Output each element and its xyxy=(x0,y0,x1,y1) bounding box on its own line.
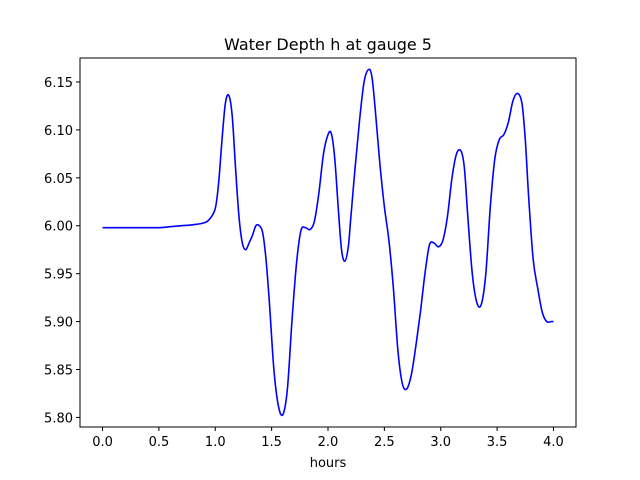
x-tick-label: 1.0 xyxy=(205,435,226,450)
x-tick-label: 2.5 xyxy=(374,435,395,450)
x-tick-label: 2.0 xyxy=(318,435,339,450)
x-tick-label: 3.5 xyxy=(487,435,508,450)
series-line xyxy=(102,68,554,417)
y-tick-label: 6.15 xyxy=(44,76,73,91)
chart-title: Water Depth h at gauge 5 xyxy=(224,35,432,54)
x-tick-label: 0.5 xyxy=(149,435,170,450)
y-tick-label: 5.95 xyxy=(44,268,73,283)
y-tick-label: 5.90 xyxy=(44,316,73,331)
y-tick-label: 5.85 xyxy=(44,363,73,378)
x-tick-label: 1.5 xyxy=(261,435,282,450)
y-axis-ticks: 5.80 5.85 5.90 5.95 6.00 6.05 6.10 6.15 xyxy=(44,76,80,426)
y-tick-label: 6.05 xyxy=(44,172,73,187)
plot-frame xyxy=(79,57,577,428)
x-tick-label: 4.0 xyxy=(543,435,564,450)
x-axis-label: hours xyxy=(310,456,347,471)
y-tick-label: 6.00 xyxy=(44,220,73,235)
x-axis-ticks: 0.0 0.5 1.0 1.5 2.0 2.5 3.0 3.5 4.0 xyxy=(92,427,564,450)
x-tick-label: 0.0 xyxy=(92,435,113,450)
y-tick-label: 6.10 xyxy=(44,124,73,139)
x-tick-label: 3.0 xyxy=(430,435,451,450)
y-tick-label: 5.80 xyxy=(44,411,73,426)
